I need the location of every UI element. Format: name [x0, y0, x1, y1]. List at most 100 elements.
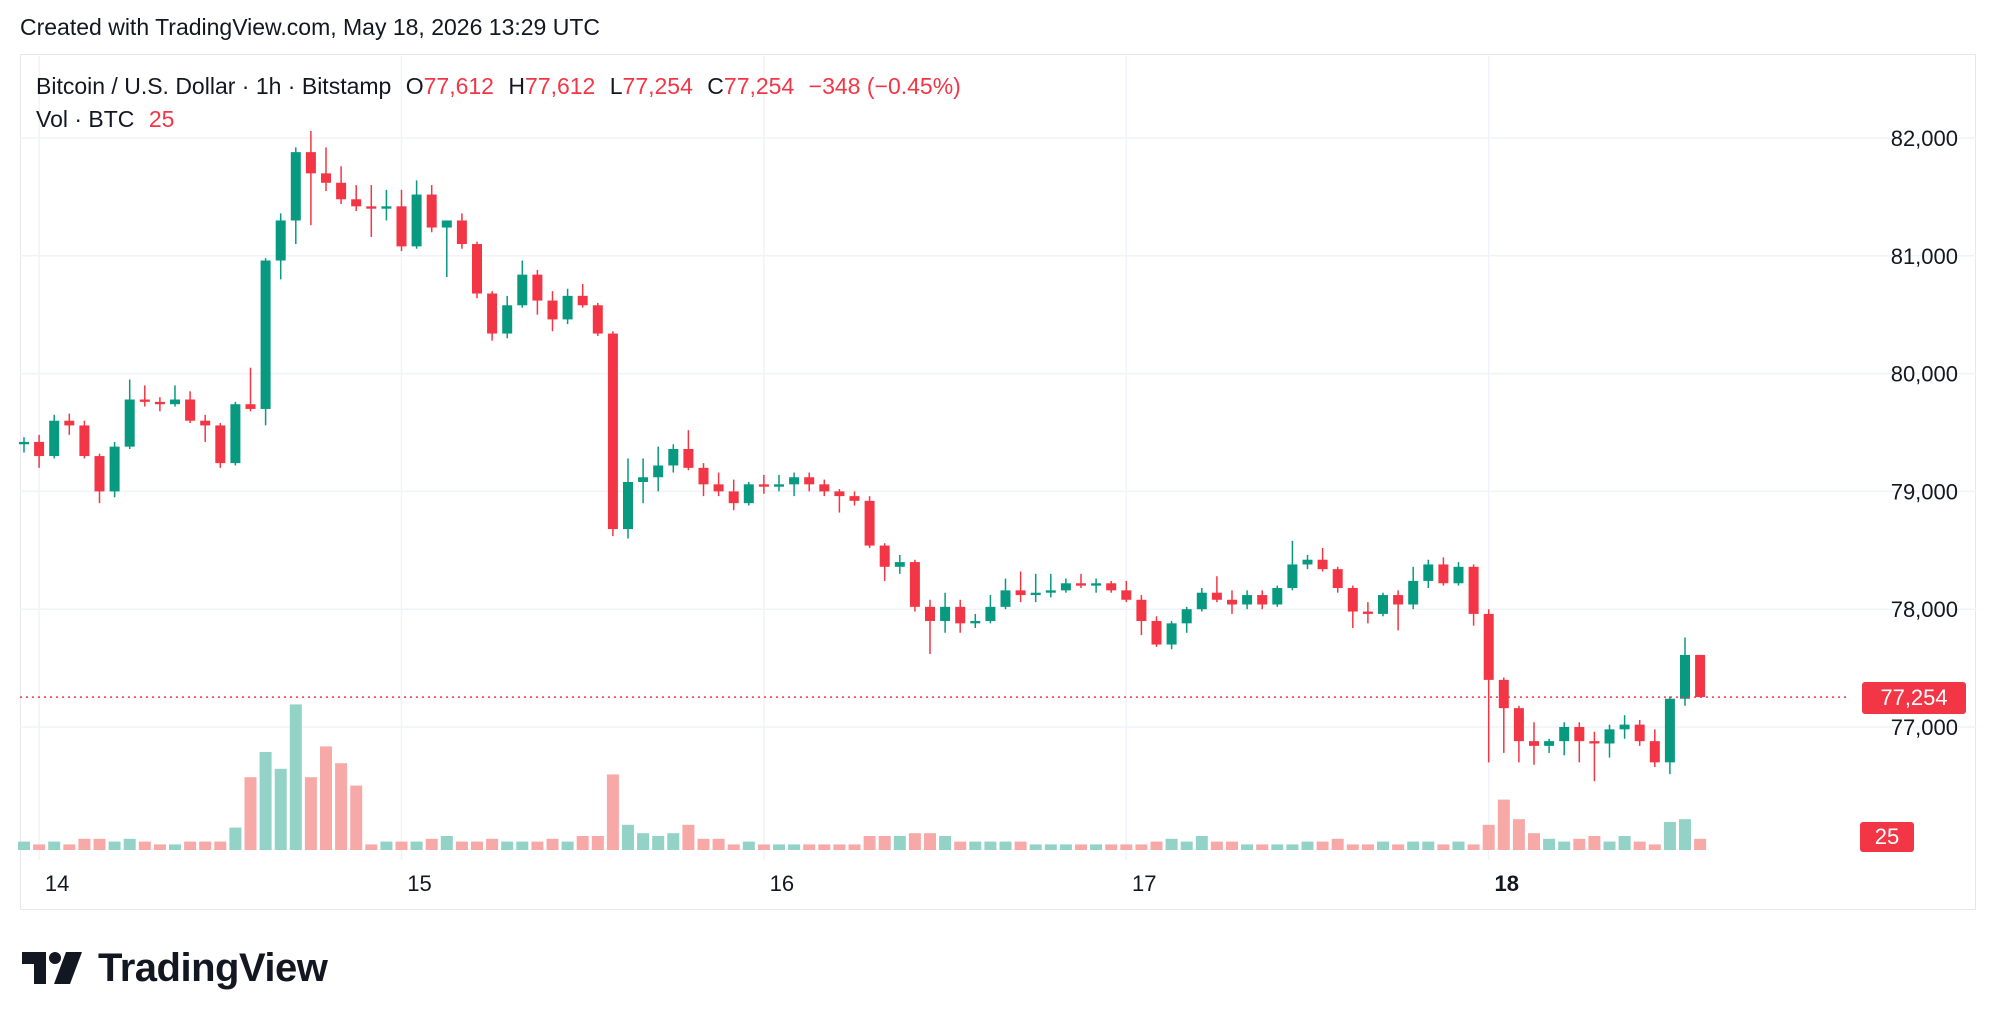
volume-bar	[1679, 819, 1691, 850]
tradingview-brand[interactable]: TradingView	[22, 946, 328, 991]
volume-bar	[244, 777, 257, 850]
volume-bar	[93, 838, 106, 850]
volume-bar	[1407, 841, 1420, 850]
candle-body	[1604, 729, 1615, 744]
candle-body	[894, 562, 905, 567]
created-with-caption: Created with TradingView.com, May 18, 20…	[20, 14, 600, 40]
candle-body	[1287, 564, 1298, 588]
candle-body	[1272, 587, 1283, 605]
candle-body	[1408, 580, 1419, 605]
volume-bar	[1452, 841, 1465, 850]
volume-bar	[803, 844, 816, 850]
candles	[19, 130, 1706, 782]
candle-body	[728, 491, 739, 504]
volume-bar	[591, 836, 604, 850]
volume-label[interactable]: Vol · BTC	[36, 106, 135, 132]
volume-bar	[199, 841, 212, 850]
volume-bar	[1135, 844, 1148, 850]
chart-legend: Bitcoin / U.S. Dollar · 1h · Bitstamp O7…	[36, 73, 961, 100]
candle-body	[170, 399, 180, 405]
volume-bar	[1361, 844, 1374, 850]
candle-body	[1151, 620, 1162, 645]
candle-body	[124, 399, 135, 447]
volume-bar	[1588, 836, 1601, 850]
volume-bar	[1090, 844, 1103, 850]
volume-bar	[622, 824, 634, 850]
volume-bar	[440, 836, 453, 850]
symbol-label[interactable]: Bitcoin / U.S. Dollar · 1h · Bitstamp	[36, 73, 392, 99]
x-tick-label: 14	[45, 871, 69, 896]
volume-bar	[1633, 841, 1646, 850]
volume-bar	[365, 844, 378, 850]
volume-bar	[259, 752, 272, 850]
volume-bar	[1165, 838, 1178, 850]
volume-bar	[1528, 833, 1540, 850]
candle-body	[1015, 590, 1026, 596]
volume-bar	[395, 841, 408, 850]
volume-bar	[1346, 844, 1359, 850]
candle-body	[653, 465, 664, 478]
volume-bar	[1029, 844, 1042, 850]
candle-body	[1166, 623, 1177, 645]
volume-bar	[471, 841, 483, 850]
volume-bar	[1120, 844, 1133, 850]
candle-body	[94, 456, 105, 492]
volume-bar	[1543, 838, 1556, 850]
candle-body	[381, 206, 392, 209]
candle-body	[351, 199, 362, 207]
candle-body	[834, 491, 845, 497]
volume-bar	[561, 841, 574, 850]
volume-bar	[773, 844, 785, 850]
candle-body	[49, 420, 60, 457]
volume-bar	[1482, 824, 1495, 850]
volume-bar	[214, 841, 227, 850]
candle-body	[426, 194, 437, 228]
volume-bar	[712, 838, 725, 850]
volume-bar	[1286, 844, 1299, 850]
volume-bar	[123, 838, 136, 850]
volume-bar	[425, 838, 438, 850]
volume-bar	[1210, 841, 1223, 850]
candle-body	[1196, 592, 1207, 610]
high-value: 77,612	[525, 73, 596, 99]
candle-body	[245, 404, 256, 409]
x-axis-ticks: 14 15 16 17 18	[45, 871, 1519, 896]
candle-body	[607, 333, 618, 530]
candle-body	[1242, 595, 1253, 605]
x-tick-label: 15	[407, 871, 431, 896]
candle-body	[970, 620, 981, 624]
volume-bar	[48, 841, 61, 850]
volume-value: 25	[148, 106, 175, 132]
volume-bar	[1180, 841, 1193, 850]
volume-bar	[1437, 844, 1450, 850]
volume-bar	[1694, 838, 1707, 850]
volume-bar	[1301, 841, 1314, 850]
volume-bar	[486, 838, 499, 850]
volume-bar	[667, 833, 680, 850]
volume-bar	[757, 844, 770, 850]
y-tick-label: 78,000	[1891, 597, 1958, 622]
candle-body	[909, 562, 920, 607]
candle-body	[940, 606, 951, 621]
volume-bar	[289, 704, 302, 850]
candle-body	[64, 420, 75, 426]
candle-body	[562, 295, 573, 320]
volume-bar	[1497, 799, 1510, 850]
candle-body	[849, 496, 860, 501]
volume-bar	[501, 841, 514, 850]
tradingview-logo-icon	[22, 951, 82, 984]
candle-body	[1393, 595, 1404, 605]
chart-frame[interactable]	[20, 54, 1976, 910]
volume-bars	[18, 704, 1707, 850]
volume-bar	[1241, 844, 1254, 850]
open-value: 77,612	[423, 73, 494, 99]
candle-body	[1362, 611, 1373, 614]
candle-body	[1000, 590, 1011, 607]
volume-bar	[1226, 841, 1238, 850]
candle-body	[1378, 595, 1388, 614]
candle-body	[230, 404, 241, 464]
volume-bar	[33, 844, 46, 850]
candle-body	[547, 300, 558, 320]
low-label: L	[609, 73, 623, 99]
